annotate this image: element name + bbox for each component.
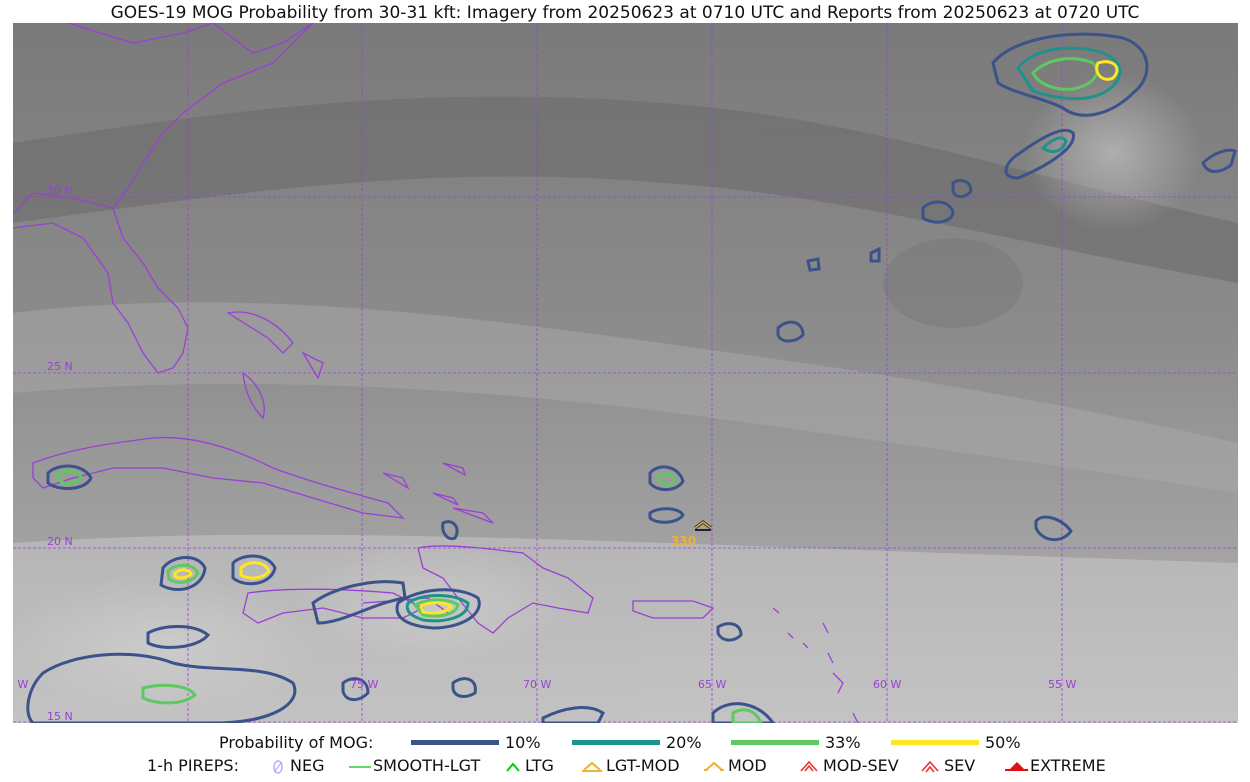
swatch-33-line [731, 740, 819, 745]
legend-label: 10% [505, 733, 541, 752]
contour-central [648, 246, 1073, 642]
chart-title: GOES-19 MOG Probability from 30-31 kft: … [110, 3, 1140, 23]
lat-label: 15 N [47, 710, 73, 723]
mod-sev-icon [800, 760, 818, 772]
legend-entry-mod-sev: MOD-SEV [797, 756, 899, 775]
legend-label: 33% [825, 733, 861, 752]
swatch-20-line [572, 740, 660, 745]
extreme-icon [1005, 761, 1028, 771]
legend-label: NEG [290, 756, 325, 775]
legend-entry-50: 50% [891, 733, 1021, 752]
legend-label: MOD-SEV [823, 756, 899, 775]
mog-contours [26, 32, 1237, 723]
pirep-report-marker [694, 520, 712, 531]
lat-lon-grid [13, 23, 1238, 723]
lat-label: 20 N [47, 535, 73, 548]
swatch-10-line [411, 740, 499, 745]
lon-label: 85 W [13, 678, 28, 691]
ltg-icon [506, 761, 520, 772]
latitude-labels: 30 N 25 N 20 N 15 N [47, 184, 73, 723]
contour-caribbean [26, 464, 775, 723]
legend-entry-neg: NEG [268, 756, 324, 775]
legend-label: 20% [666, 733, 702, 752]
legend-entry-extreme: EXTREME [1002, 756, 1106, 775]
pirep-legend: 1-h PIREPS: NEG SMOOTH-LGT LTG LGT-MOD M… [0, 756, 1250, 776]
legend-entry-ltg: LTG [503, 756, 554, 775]
pirep-legend-title: 1-h PIREPS: [147, 756, 239, 775]
neg-icon [273, 759, 283, 774]
probability-legend-title: Probability of MOG: [219, 733, 374, 752]
legend-label: MOD [728, 756, 767, 775]
water-vapor-map: 330 30 N 25 N 20 N 15 N 85 W 75 W 70 W 6… [13, 23, 1238, 723]
legend-entry-smooth-lgt: SMOOTH-LGT [347, 756, 480, 775]
legend-entry-sev: SEV [918, 756, 975, 775]
moisture-bands [13, 73, 1238, 723]
smooth-lgt-icon [349, 765, 371, 768]
coastlines [13, 23, 859, 723]
sev-icon [921, 760, 939, 772]
swatch-50-line [891, 740, 979, 745]
contour-atlantic-ne [921, 32, 1237, 224]
lgt-mod-icon [582, 761, 602, 772]
pirep-report-label: 330 [671, 534, 696, 548]
probability-legend: Probability of MOG: 10% 20% 33% 50% [0, 733, 1250, 753]
lon-label: 75 W [350, 678, 378, 691]
lon-label: 55 W [1048, 678, 1076, 691]
lat-label: 30 N [47, 184, 73, 197]
lat-label: 25 N [47, 360, 73, 373]
legend-label: LTG [525, 756, 554, 775]
legend-entry-mod: MOD [702, 756, 767, 775]
legend-entry-lgt-mod: LGT-MOD [580, 756, 680, 775]
mod-icon [704, 761, 724, 771]
lon-label: 60 W [873, 678, 901, 691]
lon-label: 65 W [698, 678, 726, 691]
legend-entry-33: 33% [731, 733, 861, 752]
legend-label: 50% [985, 733, 1021, 752]
legend-label: EXTREME [1030, 756, 1106, 775]
longitude-labels: 85 W 75 W 70 W 65 W 60 W 55 W [13, 678, 1076, 691]
legend-entry-10: 10% [411, 733, 541, 752]
legend-entry-20: 20% [572, 733, 702, 752]
legend-label: SMOOTH-LGT [373, 756, 481, 775]
legend-label: LGT-MOD [606, 756, 680, 775]
lon-label: 70 W [523, 678, 551, 691]
legend-label: SEV [944, 756, 976, 775]
